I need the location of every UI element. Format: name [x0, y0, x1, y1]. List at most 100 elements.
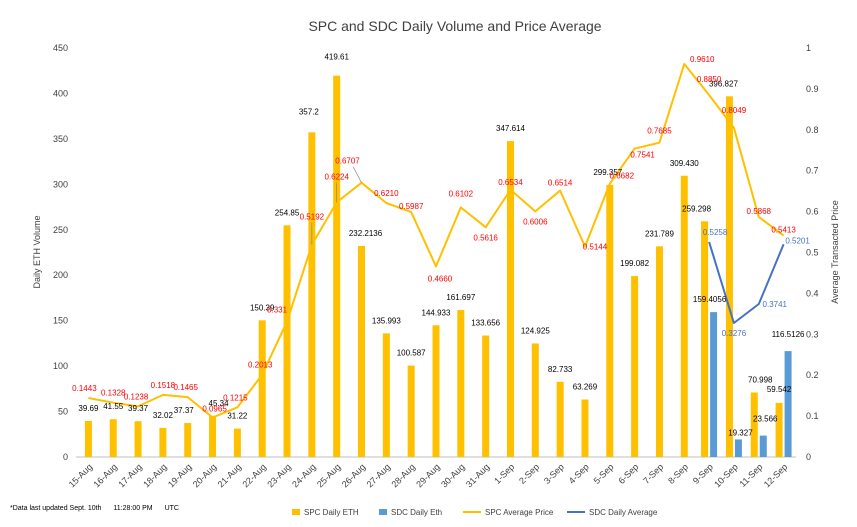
spc-price-label: 0.5987	[399, 202, 424, 211]
spc-volume-bar	[283, 225, 291, 457]
spc-volume-label: 59.542	[767, 385, 792, 394]
sdc-volume-bar	[710, 312, 718, 457]
spc-volume-label: 70.998	[748, 375, 773, 384]
x-tick-label: 21-Aug	[216, 462, 244, 490]
spc-volume-bar	[655, 246, 663, 457]
spc-volume-label: 259.298	[682, 204, 711, 213]
y-tick-label: 150	[53, 316, 68, 326]
spc-volume-label: 232.2136	[349, 229, 383, 238]
spc-price-label: 0.1238	[124, 392, 149, 401]
y2-tick-label: 0	[806, 452, 811, 462]
legend-swatch-bar	[379, 509, 387, 515]
chart-title: SPC and SDC Daily Volume and Price Avera…	[308, 18, 601, 34]
footnote: *Data last updated Sept. 10th 11:28:00 P…	[10, 505, 189, 512]
spc-volume-bar	[358, 245, 366, 457]
spc-volume-label: 231.789	[645, 229, 674, 238]
spc-volume-bar	[109, 419, 117, 457]
sdc-volume-bar	[784, 351, 792, 457]
spc-volume-bar	[84, 420, 92, 457]
spc-volume-bar	[556, 381, 564, 457]
x-tick-label: 3-Sep	[542, 462, 566, 486]
spc-volume-label: 419.61	[324, 53, 349, 62]
spc-price-label: 0.1518	[151, 381, 176, 390]
sdc-volume-bar	[759, 435, 767, 457]
y-tick-label: 50	[58, 407, 68, 417]
spc-price-label: 0.1215	[223, 393, 248, 402]
y-axis-left-title: Daily ETH Volume	[32, 215, 42, 288]
y2-tick-label: 0.7	[806, 166, 819, 176]
spc-volume-bar	[775, 402, 783, 457]
spc-volume-label: 357.2	[299, 107, 320, 116]
y2-tick-label: 0.4	[806, 288, 819, 298]
spc-volume-label: 199.082	[620, 259, 649, 268]
x-tick-label: 1-Sep	[492, 462, 516, 486]
spc-volume-bar	[680, 175, 688, 457]
footnote-note: *Data last updated Sept. 10th	[10, 505, 102, 512]
spc-volume-bar	[209, 415, 217, 457]
x-tick-label: 27-Aug	[365, 462, 393, 490]
spc-volume-label: 45.34	[209, 399, 230, 408]
spc-price-label: 0.2013	[248, 361, 273, 370]
legend: SPC Daily ETH SDC Daily Eth SPC Average Pr…	[292, 508, 658, 517]
x-tick-label: 26-Aug	[340, 462, 368, 490]
spc-volume-bar	[631, 276, 639, 457]
spc-price-label: 0.9610	[690, 55, 715, 64]
spc-volume-label: 37.37	[174, 406, 195, 415]
spc-volume-bar	[531, 343, 539, 457]
spc-volume-bar	[184, 423, 192, 457]
y2-tick-label: 0.3	[806, 329, 819, 339]
y-tick-label: 450	[53, 43, 68, 53]
spc-volume-label: 41.55	[103, 402, 124, 411]
spc-volume-bar	[581, 399, 589, 457]
x-tick-label: 11-Sep	[738, 462, 765, 489]
x-axis-ticks: 15-Aug16-Aug17-Aug18-Aug19-Aug20-Aug21-A…	[67, 462, 790, 490]
spc-volume-bar	[233, 428, 241, 457]
sdc-price-label: 0.5201	[785, 236, 810, 245]
spc-volume-label: 39.69	[78, 404, 99, 413]
y2-tick-label: 0.2	[806, 370, 819, 380]
x-tick-label: 22-Aug	[240, 462, 268, 490]
x-tick-label: 24-Aug	[290, 462, 318, 490]
y2-tick-label: 0.9	[806, 84, 819, 94]
spc-price-label: 0.7541	[630, 151, 655, 160]
y-axis-right-ticks: 0 0.1 0.2 0.3 0.4 0.5 0.6 0.7 0.8 0.9 1	[806, 43, 819, 462]
spc-volume-label: 254.85	[275, 208, 300, 217]
spc-price-label: 0.5192	[300, 213, 325, 222]
spc-volume-label: 124.925	[521, 326, 550, 335]
spc-volume-label: 396.827	[709, 79, 738, 88]
y-axis-right-title: Average Transacted Price	[830, 200, 840, 303]
spc-price-label: 0.8850	[697, 75, 722, 84]
spc-volume-bar	[333, 75, 341, 458]
x-tick-label: 17-Aug	[116, 462, 144, 490]
spc-volume-label: 299.357	[593, 168, 622, 177]
spc-price-label: 0.1465	[173, 383, 198, 392]
y2-tick-label: 0.5	[806, 248, 819, 258]
x-tick-label: 16-Aug	[92, 462, 120, 490]
spc-volume-label: 31.22	[227, 412, 248, 421]
spc-price-label: 0.6102	[449, 189, 474, 198]
y-tick-label: 250	[53, 225, 68, 235]
spc-price-label: 0.5616	[473, 233, 498, 242]
spc-price-label: 0.4660	[428, 274, 453, 283]
spc-volume-bar	[432, 325, 440, 457]
spc-volume-bar	[606, 184, 614, 457]
x-tick-label: 23-Aug	[265, 462, 293, 490]
spc-volume-label: 161.697	[446, 293, 475, 302]
x-tick-label: 8-Sep	[666, 462, 690, 486]
spc-price-label: 0.8049	[722, 106, 747, 115]
spc-price-label: 0.5868	[747, 207, 772, 216]
footnote-zone: UTC	[164, 505, 179, 512]
spc-price-label: 0.6514	[548, 179, 573, 188]
spc-volume-label: 133.656	[471, 319, 500, 328]
spc-price-label: 0.7685	[647, 127, 672, 136]
spc-volume-label: 100.587	[397, 349, 426, 358]
spc-volume-label: 32.02	[153, 411, 174, 420]
spc-price-label: 0.6534	[498, 178, 523, 187]
sdc-price-label: 0.3276	[722, 329, 747, 338]
spc-volume-bar	[258, 320, 266, 457]
lines-layer	[88, 63, 785, 419]
y-tick-label: 400	[53, 88, 68, 98]
spc-volume-bar	[159, 427, 167, 457]
